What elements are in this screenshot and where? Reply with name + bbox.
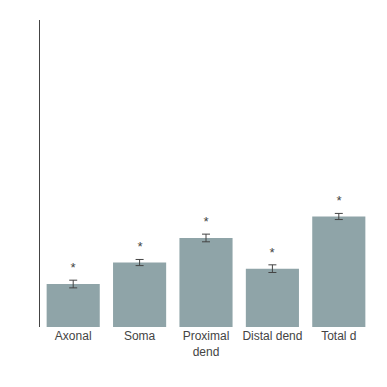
svg-text:*: * (70, 260, 76, 275)
svg-text:*: * (336, 193, 342, 208)
svg-text:Distal dend: Distal dend (242, 329, 302, 343)
svg-text:Proximaldend: Proximaldend (183, 329, 230, 359)
svg-text:Axonal: Axonal (55, 329, 92, 343)
svg-text:*: * (137, 239, 143, 254)
svg-text:Total d: Total d (321, 329, 356, 343)
svg-text:*: * (269, 245, 275, 260)
svg-text:Soma: Soma (124, 329, 156, 343)
svg-text:*: * (203, 214, 209, 229)
